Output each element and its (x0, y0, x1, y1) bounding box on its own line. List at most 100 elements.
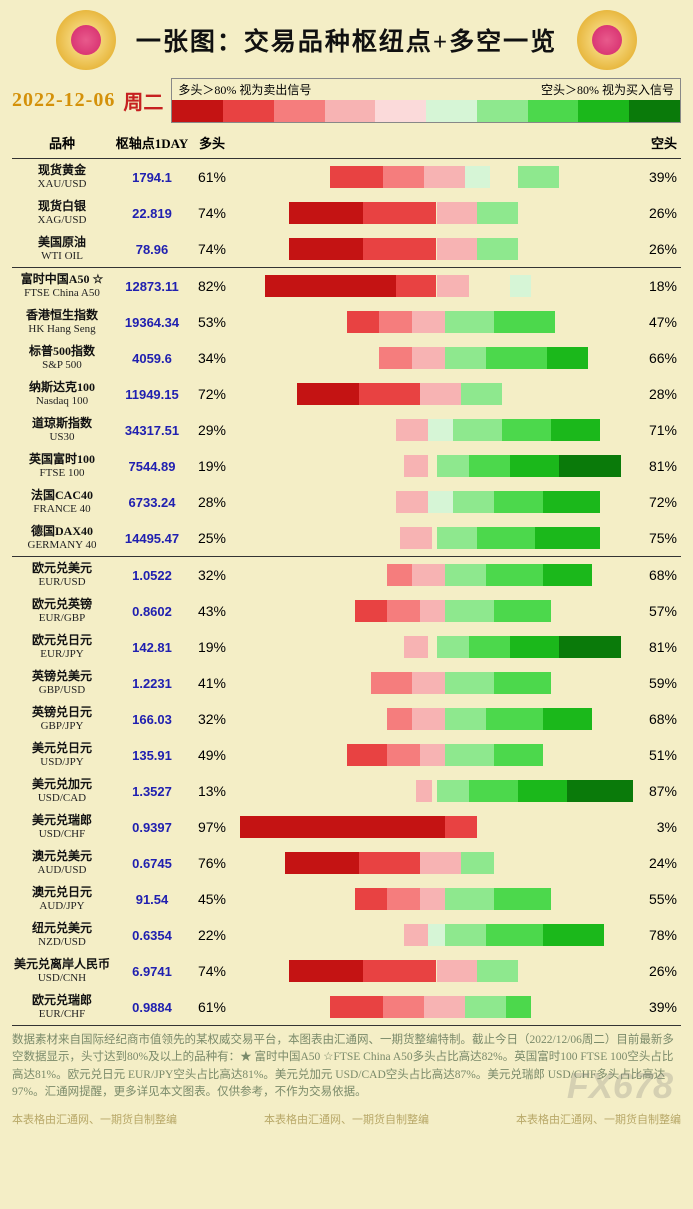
pivot-value: 0.9884 (112, 1000, 192, 1015)
instrument-name-en: Nasdaq 100 (12, 395, 112, 408)
credit: 本表格由汇通网、一期货自制整编 (264, 1111, 429, 1127)
table-row: 标普500指数S&P 5004059.634%66% (12, 340, 681, 376)
long-pct: 76% (192, 855, 232, 871)
short-pct: 3% (641, 819, 681, 835)
pivot-value: 34317.51 (112, 423, 192, 438)
short-pct: 18% (641, 278, 681, 294)
long-pct: 72% (192, 386, 232, 402)
table-row: 法国CAC40FRANCE 406733.2428%72% (12, 484, 681, 520)
long-pct: 32% (192, 711, 232, 727)
short-pct: 71% (641, 422, 681, 438)
pivot-value: 19364.34 (112, 315, 192, 330)
short-pct: 47% (641, 314, 681, 330)
instrument-name-cn: 标普500指数 (12, 344, 112, 358)
table-row: 美元兑加元USD/CAD1.352713%87% (12, 773, 681, 809)
logo-right (577, 10, 637, 70)
instrument-name-en: S&P 500 (12, 359, 112, 372)
pivot-value: 14495.47 (112, 531, 192, 546)
instrument-name-en: GBP/USD (12, 684, 112, 697)
instrument-name-en: EUR/USD (12, 576, 112, 589)
table-row: 现货黄金XAU/USD1794.161%39% (12, 159, 681, 195)
table-row: 欧元兑英镑EUR/GBP0.860243%57% (12, 593, 681, 629)
instrument-name-en: USD/CAD (12, 792, 112, 805)
bar-chart (232, 924, 641, 946)
instrument-name-en: EUR/CHF (12, 1008, 112, 1021)
instrument-name-cn: 美元兑离岸人民币 (12, 957, 112, 971)
pivot-value: 142.81 (112, 640, 192, 655)
bar-chart (232, 527, 641, 549)
legend-swatches (172, 100, 680, 122)
long-pct: 13% (192, 783, 232, 799)
bar-chart (232, 455, 641, 477)
instrument-name-en: EUR/JPY (12, 648, 112, 661)
pivot-value: 91.54 (112, 892, 192, 907)
pivot-value: 1794.1 (112, 170, 192, 185)
instrument-name-en: FTSE 100 (12, 467, 112, 480)
long-pct: 25% (192, 530, 232, 546)
instrument-name-cn: 富时中国A50 ☆ (12, 272, 112, 286)
pivot-value: 1.3527 (112, 784, 192, 799)
table-row: 美元兑瑞郎USD/CHF0.939797%3% (12, 809, 681, 845)
instrument-name-cn: 欧元兑日元 (12, 633, 112, 647)
instrument-name-cn: 纽元兑美元 (12, 921, 112, 935)
pivot-value: 78.96 (112, 242, 192, 257)
table-row: 纽元兑美元NZD/USD0.635422%78% (12, 917, 681, 953)
pivot-value: 6.9741 (112, 964, 192, 979)
instrument-name-en: FRANCE 40 (12, 503, 112, 516)
logo-left (56, 10, 116, 70)
pivot-value: 135.91 (112, 748, 192, 763)
long-pct: 74% (192, 963, 232, 979)
instrument-name-cn: 道琼斯指数 (12, 416, 112, 430)
table-row: 美元兑日元USD/JPY135.9149%51% (12, 737, 681, 773)
day-of-week: 周二 (123, 86, 163, 115)
bar-chart (232, 383, 641, 405)
pivot-value: 166.03 (112, 712, 192, 727)
instrument-name-en: USD/JPY (12, 756, 112, 769)
credit: 本表格由汇通网、一期货自制整编 (516, 1111, 681, 1127)
bar-chart (232, 347, 641, 369)
bar-chart (232, 636, 641, 658)
instrument-name-cn: 澳元兑美元 (12, 849, 112, 863)
instrument-name-en: HK Hang Seng (12, 323, 112, 336)
long-pct: 34% (192, 350, 232, 366)
long-pct: 22% (192, 927, 232, 943)
pivot-value: 1.0522 (112, 568, 192, 583)
instrument-name-en: AUD/JPY (12, 900, 112, 913)
instrument-name-cn: 欧元兑瑞郎 (12, 993, 112, 1007)
pivot-value: 4059.6 (112, 351, 192, 366)
short-pct: 26% (641, 205, 681, 221)
instrument-name-cn: 现货白银 (12, 199, 112, 213)
instrument-name-en: USD/CNH (12, 972, 112, 985)
instrument-name-cn: 香港恒生指数 (12, 308, 112, 322)
bar-chart (232, 960, 641, 982)
pivot-value: 0.6354 (112, 928, 192, 943)
short-pct: 87% (641, 783, 681, 799)
instrument-name-en: NZD/USD (12, 936, 112, 949)
table-row: 英镑兑日元GBP/JPY166.0332%68% (12, 701, 681, 737)
pivot-value: 0.6745 (112, 856, 192, 871)
long-pct: 97% (192, 819, 232, 835)
bar-chart (232, 564, 641, 586)
col-pivot: 枢轴点1DAY (112, 133, 192, 152)
table-row: 香港恒生指数HK Hang Seng19364.3453%47% (12, 304, 681, 340)
short-pct: 81% (641, 458, 681, 474)
table-row: 澳元兑日元AUD/JPY91.5445%55% (12, 881, 681, 917)
legend-long-label: 多头＞80% 视为卖出信号 (172, 79, 426, 100)
pivot-value: 0.8602 (112, 604, 192, 619)
short-pct: 24% (641, 855, 681, 871)
instrument-name-en: XAU/USD (12, 178, 112, 191)
col-long: 多头 (192, 133, 232, 152)
short-pct: 57% (641, 603, 681, 619)
short-pct: 75% (641, 530, 681, 546)
bar-chart (232, 744, 641, 766)
instrument-name-cn: 澳元兑日元 (12, 885, 112, 899)
credit: 本表格由汇通网、一期货自制整编 (12, 1111, 177, 1127)
short-pct: 59% (641, 675, 681, 691)
page-title: 一张图：交易品种枢纽点+多空一览 (136, 22, 557, 58)
short-pct: 26% (641, 963, 681, 979)
instrument-name-en: WTI OIL (12, 250, 112, 263)
table-row: 富时中国A50 ☆FTSE China A5012873.1182%18% (12, 268, 681, 304)
instrument-name-cn: 英镑兑美元 (12, 669, 112, 683)
date-row: 2022-12-06 周二 多头＞80% 视为卖出信号 空头＞80% 视为买入信… (12, 78, 681, 123)
bar-chart (232, 419, 641, 441)
